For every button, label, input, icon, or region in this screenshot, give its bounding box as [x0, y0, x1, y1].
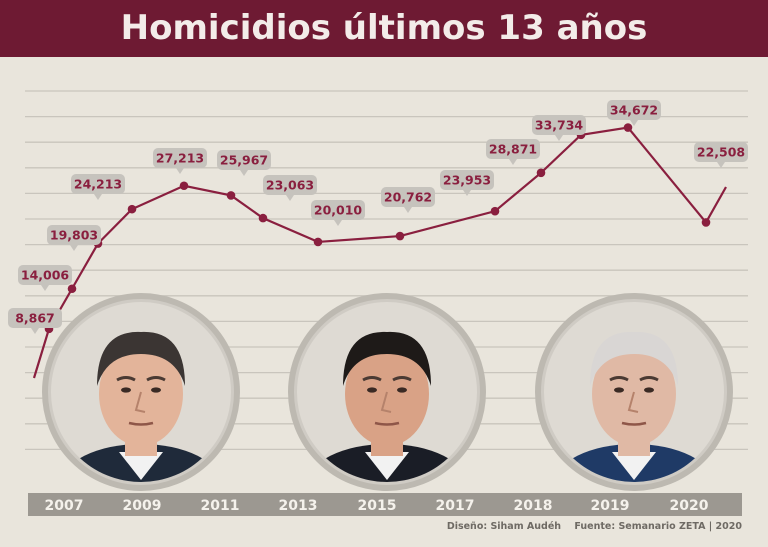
data-label-text: 8,867 [15, 311, 55, 326]
data-point-2 [67, 284, 77, 294]
data-label-4: 24,213 [71, 174, 125, 200]
data-label-text: 14,006 [21, 268, 70, 283]
data-point-6 [226, 191, 236, 200]
data-label-text: 23,063 [266, 178, 314, 193]
source-credit: Fuente: Semanario ZETA | 2020 [574, 521, 742, 532]
x-tick-label: 2009 [123, 498, 162, 514]
x-tick-label: 2015 [358, 498, 397, 514]
data-label-10: 23,953 [440, 170, 494, 196]
data-point-7 [258, 213, 268, 223]
portrait-left [42, 293, 240, 491]
design-credit: Diseño: Siham Audéh [446, 521, 562, 532]
portrait-right [535, 293, 733, 491]
data-point-8 [313, 237, 323, 247]
series-line [32, 126, 727, 379]
data-label-text: 19,803 [50, 228, 98, 243]
title-bar [0, 0, 768, 57]
data-label-9: 20,762 [381, 187, 435, 213]
x-tick-label: 2019 [591, 498, 630, 514]
data-label-text: 22,508 [697, 145, 745, 160]
x-tick-label: 2013 [279, 498, 318, 514]
portrait-center [288, 293, 486, 491]
data-label-text: 27,213 [156, 151, 204, 166]
x-tick-label: 2020 [670, 498, 709, 514]
data-point-14 [701, 218, 711, 227]
x-axis-bar [28, 493, 742, 516]
data-point-9 [395, 231, 405, 241]
data-label-12: 33,734 [532, 115, 586, 141]
data-point-4 [127, 204, 137, 214]
data-label-3: 19,803 [47, 225, 101, 251]
data-label-text: 23,953 [443, 173, 491, 188]
data-point-13 [623, 123, 633, 132]
data-point-11 [536, 168, 546, 178]
data-label-text: 33,734 [535, 118, 584, 133]
data-label-text: 20,762 [384, 190, 432, 205]
data-label-11: 28,871 [486, 139, 540, 165]
data-label-7: 23,063 [263, 175, 317, 201]
data-label-6: 25,967 [217, 150, 271, 176]
data-label-8: 20,010 [311, 200, 365, 226]
chart-title: Homicidios últimos 13 años [120, 8, 648, 48]
data-point-10 [490, 206, 500, 216]
data-point-5 [179, 181, 189, 191]
data-label-text: 34,672 [610, 103, 658, 118]
x-tick-label: 2007 [45, 498, 84, 514]
credits: Diseño: Siham Audéh Fuente: Semanario ZE… [437, 521, 742, 532]
x-tick-label: 2018 [514, 498, 553, 514]
data-label-text: 24,213 [74, 177, 122, 192]
data-label-13: 34,672 [607, 100, 661, 126]
data-label-14: 22,508 [694, 142, 748, 168]
data-label-5: 27,213 [153, 148, 207, 174]
data-label-text: 28,871 [489, 142, 537, 157]
data-label-2: 14,006 [18, 265, 72, 291]
x-tick-label: 2011 [201, 498, 240, 514]
data-label-text: 20,010 [314, 203, 363, 218]
x-tick-label: 2017 [436, 498, 475, 514]
data-label-text: 25,967 [220, 153, 268, 168]
data-label-1: 8,867 [8, 308, 62, 334]
